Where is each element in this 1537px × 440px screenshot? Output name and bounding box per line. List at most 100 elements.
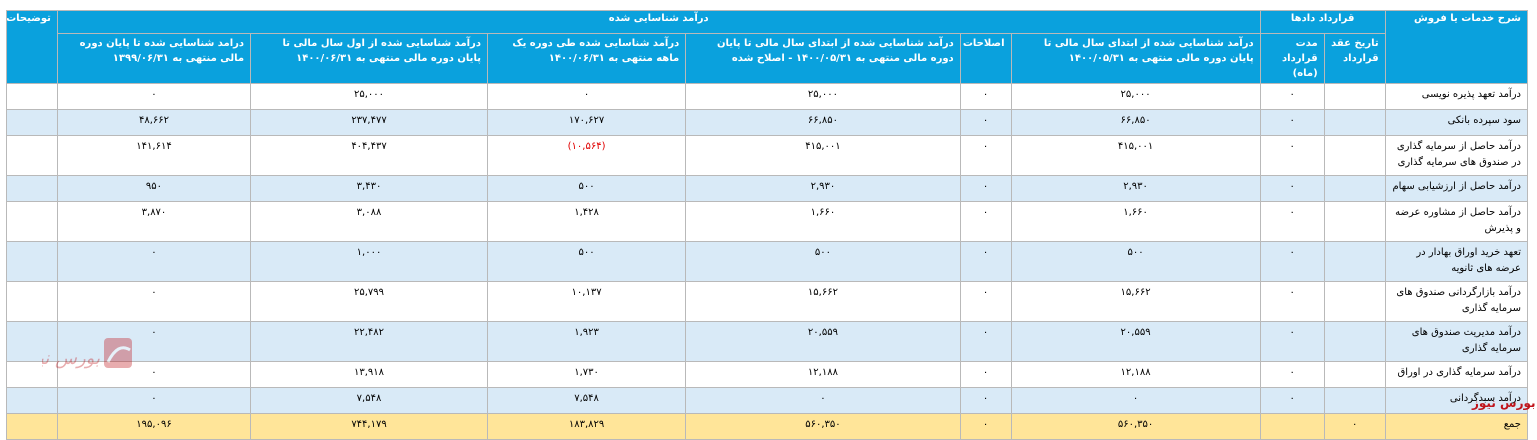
table-row: سود سپرده بانکی ٠ ۶۶,۸۵۰ ٠ ۶۶,۸۵۰ ۱۷۰,۶۲… [6, 109, 1529, 136]
cell-contract-term: ٠ [1259, 201, 1325, 242]
cell-notes [6, 241, 58, 282]
cell-ytd-current: ۴۰۴,۴۳۷ [250, 135, 488, 176]
cell-contract-term: ٠ [1259, 83, 1325, 110]
row-label: تعهد خرید اوراق بهادار در عرضه های ثانوی… [1384, 241, 1529, 282]
cell-contract-term: ٠ [1259, 241, 1325, 282]
cell-notes [6, 321, 58, 362]
cell-contract-term: ٠ [1259, 109, 1325, 136]
cell-ytd-current: ۳,۴۳۰ [250, 175, 488, 202]
cell-adjustments: ٠ [959, 109, 1012, 136]
cell-contract-date [1323, 83, 1386, 110]
cell-prior-year: ٠ [56, 387, 252, 414]
cell-contract-term: ٠ [1259, 175, 1325, 202]
cell-adjustments: ٠ [959, 413, 1012, 440]
cell-prior-year: ٠ [56, 281, 252, 322]
cell-notes [6, 201, 58, 242]
cell-prior-year: ٠ [56, 321, 252, 362]
row-label: درآمد حاصل از مشاوره عرضه و پذیرش [1384, 201, 1529, 242]
cell-ytd-current: ۲۳۷,۴۷۷ [250, 109, 488, 136]
cell-prior-year: ۹۵۰ [56, 175, 252, 202]
bourse-news-watermark-logo: بورس نیوز [42, 338, 132, 369]
cell-ytd-current: ۲۵,۰۰۰ [250, 83, 488, 110]
cell-prior-year: ٠ [56, 241, 252, 282]
header-contracts: قرارداد دادها [1259, 10, 1386, 34]
cell-contract-date [1323, 387, 1386, 414]
cell-adjustments: ٠ [959, 83, 1012, 110]
cell-notes [6, 83, 58, 110]
table-row: تعهد خرید اوراق بهادار در عرضه های ثانوی… [6, 241, 1529, 282]
cell-ytd-adjusted: ۲۰,۵۵۹ [685, 321, 961, 362]
cell-month: ۵۰۰ [486, 175, 687, 202]
row-label: درآمد سبدگردانی [1384, 387, 1529, 414]
cell-ytd: ٠ [1010, 387, 1261, 414]
cell-adjustments: ٠ [959, 281, 1012, 322]
cell-ytd-adjusted: ۵۶۰,۳۵۰ [685, 413, 961, 440]
cell-month: ۵۰۰ [486, 241, 687, 282]
cell-month: ۱۸۳,۸۲۹ [486, 413, 687, 440]
cell-notes [6, 135, 58, 176]
header-description: شرح خدمات یا فروش [1384, 10, 1529, 84]
cell-prior-year: ۳,۸۷۰ [56, 201, 252, 242]
header-col-ytd-adjusted: درآمد شناسایی شده از ابتدای سال مالی تا … [685, 33, 961, 84]
cell-contract-date [1323, 281, 1386, 322]
cell-notes [6, 109, 58, 136]
cell-prior-year: ٠ [56, 361, 252, 388]
cell-ytd: ۲,۹۳۰ [1010, 175, 1261, 202]
header-col-prior-year: درامد شناسایی شده تا پایان دوره مالی منت… [56, 33, 252, 84]
table-row: درآمد سبدگردانی ٠ ٠ ٠ ٠ ۷,۵۴۸ ۷,۵۴۸ ٠ [6, 387, 1529, 414]
cell-adjustments: ٠ [959, 361, 1012, 388]
cell-month: ۱۰,۱۳۷ [486, 281, 687, 322]
cell-prior-year: ۱۹۵,۰۹۶ [56, 413, 252, 440]
cell-ytd: ۱,۶۶۰ [1010, 201, 1261, 242]
total-row: جمع ٠ ۵۶۰,۳۵۰ ٠ ۵۶۰,۳۵۰ ۱۸۳,۸۲۹ ۷۴۴,۱۷۹ … [6, 413, 1529, 440]
cell-month: ۷,۵۴۸ [486, 387, 687, 414]
cell-notes [6, 281, 58, 322]
cell-prior-year: ۴۸,۶۶۲ [56, 109, 252, 136]
cell-ytd-adjusted: ۲,۹۳۰ [685, 175, 961, 202]
row-label: درآمد سرمایه گذاری در اوراق [1384, 361, 1529, 388]
cell-contract-term: ٠ [1259, 361, 1325, 388]
cell-adjustments: ٠ [959, 135, 1012, 176]
cell-ytd: ۴۱۵,۰۰۱ [1010, 135, 1261, 176]
cell-adjustments: ٠ [959, 387, 1012, 414]
total-label: جمع [1384, 413, 1529, 440]
cell-contract-date [1323, 361, 1386, 388]
table-row: درآمد حاصل از ارزشیابی سهام ٠ ۲,۹۳۰ ٠ ۲,… [6, 175, 1529, 202]
table-row: درآمد مدیریت صندوق های سرمایه گذاری ٠ ۲۰… [6, 321, 1529, 362]
cell-ytd-adjusted: ۱۲,۱۸۸ [685, 361, 961, 388]
cell-notes [6, 361, 58, 388]
row-label: درآمد بازارگردانی صندوق های سرمایه گذاری [1384, 281, 1529, 322]
header-col-adjustments: اصلاحات [959, 33, 1012, 84]
cell-ytd-current: ۲۵,۷۹۹ [250, 281, 488, 322]
cell-month: (۱۰,۵۶۴) [486, 135, 687, 176]
cell-ytd-adjusted: ۶۶,۸۵۰ [685, 109, 961, 136]
bourse-news-caption: بورس نیوز [1472, 396, 1536, 410]
cell-adjustments: ٠ [959, 201, 1012, 242]
cell-ytd-adjusted: ۲۵,۰۰۰ [685, 83, 961, 110]
cell-contract-date [1323, 109, 1386, 136]
row-label: سود سپرده بانکی [1384, 109, 1529, 136]
row-label: درآمد حاصل از ارزشیابی سهام [1384, 175, 1529, 202]
header-notes: توضیحات [6, 10, 58, 84]
cell-contract-date [1323, 135, 1386, 176]
cell-ytd: ۱۵,۶۶۲ [1010, 281, 1261, 322]
cell-adjustments: ٠ [959, 321, 1012, 362]
header-col-ytd-current: درآمد شناسایی شده از اول سال مالی تا پای… [250, 33, 488, 84]
table-row: درآمد حاصل از سرمایه گذاری در صندوق های … [6, 135, 1529, 176]
cell-ytd-current: ۷,۵۴۸ [250, 387, 488, 414]
cell-ytd-current: ۱۳,۹۱۸ [250, 361, 488, 388]
header-recognized-revenue: درآمد شناسایی شده [56, 10, 1261, 34]
cell-contract-term: ٠ [1259, 281, 1325, 322]
cell-prior-year: ٠ [56, 83, 252, 110]
cell-ytd: ۶۶,۸۵۰ [1010, 109, 1261, 136]
header-contract-date: تاریخ عقد قرارداد [1323, 33, 1386, 84]
cell-contract-term: ٠ [1259, 321, 1325, 362]
table-row: درآمد حاصل از مشاوره عرضه و پذیرش ٠ ۱,۶۶… [6, 201, 1529, 242]
cell-contract-date [1323, 321, 1386, 362]
cell-ytd-adjusted: ۵۰۰ [685, 241, 961, 282]
cell-adjustments: ٠ [959, 241, 1012, 282]
cell-contract-term: ٠ [1259, 387, 1325, 414]
cell-ytd-current: ۱,۰۰۰ [250, 241, 488, 282]
cell-ytd: ۵۶۰,۳۵۰ [1010, 413, 1261, 440]
cell-ytd-adjusted: ۱,۶۶۰ [685, 201, 961, 242]
